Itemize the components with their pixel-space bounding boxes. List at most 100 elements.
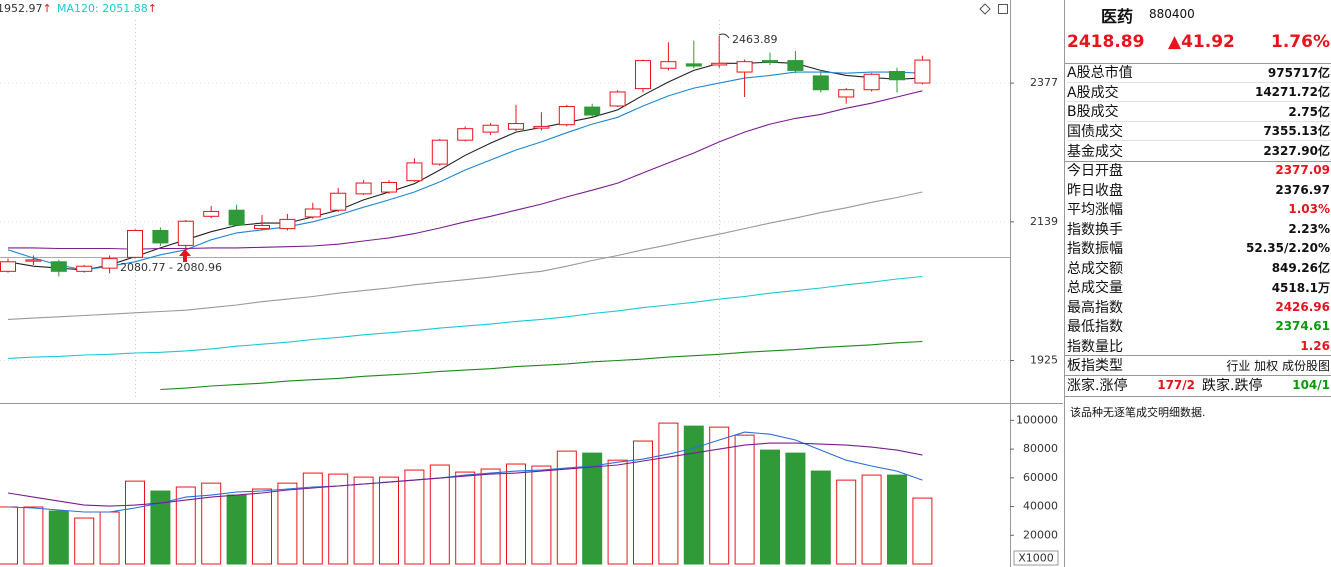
quote-row: 指数换手 2.23% [1067,219,1331,239]
candle-body [838,89,855,98]
value: 52.35/2.20% [1246,241,1330,256]
index-name: 医药 [1101,7,1134,26]
value: 104/1 [1292,377,1330,392]
price: 2418.89 [1067,32,1145,52]
y-tick-label: 40000 [1023,500,1058,513]
volume-bar [734,434,755,565]
volume-bar [887,474,907,565]
y-tick-label: 60000 [1023,471,1058,484]
quote-row: 基金成交 2327.90亿 [1067,141,1331,161]
candle-body [482,124,499,133]
volume-bar [252,488,272,565]
value: 4518.1万 [1271,280,1330,295]
separator [1065,355,1331,356]
change: ▲41.92 [1168,32,1235,52]
candle-body [177,220,194,246]
value: 14271.72亿 [1254,85,1330,100]
separator [1065,63,1331,64]
value: 行业 加权 成份股图 [1226,358,1330,373]
ma-line [160,340,923,391]
value: 849.26亿 [1271,261,1330,276]
candle-body [508,123,524,130]
separator [1065,396,1331,397]
quote-row: 总成交额 849.26亿 [1067,258,1331,278]
volume-bar [683,425,704,565]
quote-row: 指数振幅 52.35/2.20% [1067,239,1331,259]
volume-bar [125,480,145,565]
candle-body [406,162,423,182]
candle-body [660,61,677,69]
volume-bar [658,422,679,565]
volume-bar [74,517,95,565]
label: 指数振幅 [1067,241,1123,258]
candle-body [0,261,16,272]
label: 板指类型 [1067,358,1123,375]
candle-body [152,229,169,244]
volume-bar [633,440,653,565]
icon[interactable] [998,4,1008,14]
ma-line [7,71,923,271]
legend-entry: 1952.97↑ [0,2,52,15]
candle-body [787,60,804,71]
candle-body [203,210,220,217]
candle-body [736,61,753,73]
value: 2327.90亿 [1263,144,1330,159]
label: 今日开盘 [1067,163,1123,180]
quote-row: 最低指数 2374.61 [1067,317,1331,337]
label: A股总市值 [1067,65,1133,82]
candle-body [76,265,93,272]
volume-bar [760,449,780,565]
label: 指数量比 [1067,338,1123,355]
label: 跌家.跌停 [1202,377,1263,394]
value: 1.03% [1288,202,1330,217]
ma-line [8,90,923,250]
volume-bar [607,459,628,565]
legend-entry: MA120: 2051.88↑ [57,2,157,15]
volume-bar [429,464,450,565]
y-tick-label: 100000 [1016,413,1058,426]
volume-bar [582,452,603,565]
value: 2.75亿 [1288,104,1330,119]
value: 975717亿 [1267,65,1330,80]
volume-bar [99,511,120,565]
candle-body [584,106,601,116]
ma-line [7,275,923,359]
volume-bar [201,482,222,565]
candle-body [863,73,880,91]
volume-bar [861,474,882,565]
y-tick-label: 20000 [1023,528,1058,541]
quote-row: 最高指数 2426.96 [1067,297,1331,317]
icon[interactable] [979,3,991,15]
candle-body [25,259,42,262]
volume-bar [175,486,196,565]
volume-bar [556,450,577,565]
volume-bar [328,473,349,565]
y-tick-label: 2139 [1030,215,1058,228]
label: 最高指数 [1067,299,1123,316]
ma-line [7,442,923,507]
legend-text: 1952.97 [0,2,43,15]
candle-body [457,128,474,141]
y-tick-label: 1925 [1030,353,1058,366]
value: 2426.96 [1275,299,1330,314]
candle-body [431,139,448,165]
index-code: 880400 [1149,7,1195,21]
volume-bar [226,494,247,565]
candle-body [50,261,67,272]
candle-body [533,125,550,129]
separator [1065,161,1331,162]
value: 2377.09 [1275,163,1330,178]
candle-body [101,258,118,269]
ma-line [7,191,923,320]
quote-row: A股成交 14271.72亿 [1067,83,1331,102]
volume-bar [912,497,933,565]
quote-row: A股总市值 975717亿 [1067,63,1331,83]
legend-arrow: ↑ [43,2,52,15]
volume-bar [404,469,425,565]
y-tick-label: 2377 [1030,76,1058,89]
value: 7355.13亿 [1263,124,1330,139]
breadth-row: 涨家.涨停 177/2 跌家.跌停 104/1 [1067,375,1331,395]
candle-body [304,208,321,218]
candle-body [914,59,931,84]
